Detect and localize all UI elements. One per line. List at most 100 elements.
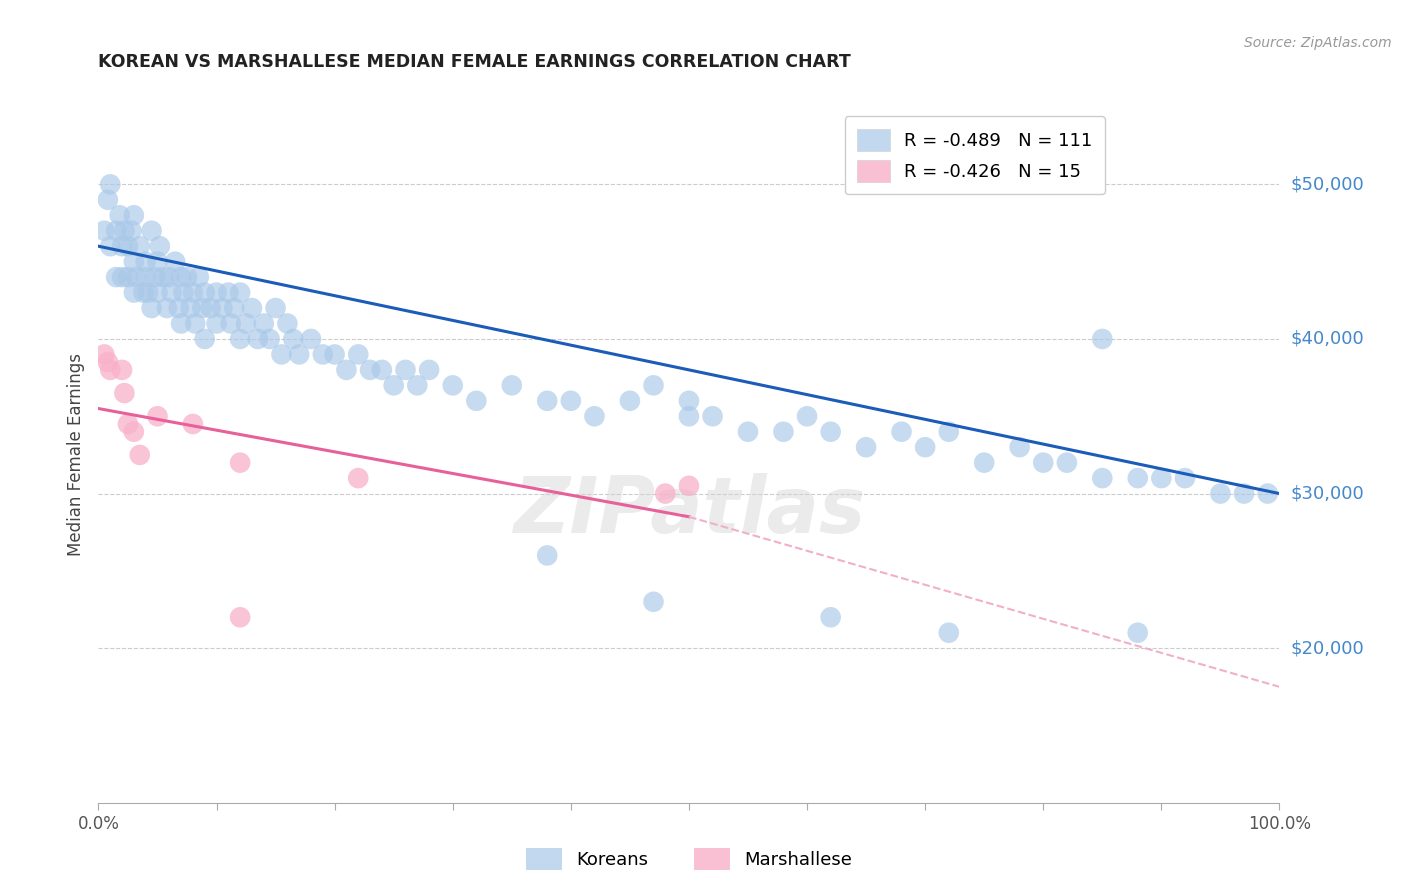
Point	[117, 239, 139, 253]
Point	[180, 301, 202, 315]
Point	[1091, 332, 1114, 346]
Point	[170, 270, 193, 285]
Text: Source: ZipAtlas.com: Source: ZipAtlas.com	[1244, 36, 1392, 50]
Point	[796, 409, 818, 424]
Point	[172, 285, 194, 300]
Point	[128, 239, 150, 253]
Point	[125, 270, 148, 285]
Point	[288, 347, 311, 361]
Point	[112, 224, 135, 238]
Point	[97, 355, 120, 369]
Point	[122, 425, 145, 439]
Point	[1209, 486, 1232, 500]
Point	[146, 285, 169, 300]
Point	[654, 486, 676, 500]
Point	[205, 285, 228, 300]
Point	[122, 254, 145, 268]
Point	[1056, 456, 1078, 470]
Point	[1150, 471, 1173, 485]
Point	[560, 393, 582, 408]
Point	[240, 301, 263, 315]
Point	[93, 224, 115, 238]
Point	[914, 440, 936, 454]
Point	[536, 393, 558, 408]
Point	[170, 317, 193, 331]
Legend: Koreans, Marshallese: Koreans, Marshallese	[519, 841, 859, 877]
Point	[219, 317, 242, 331]
Point	[200, 301, 222, 315]
Point	[98, 363, 121, 377]
Point	[441, 378, 464, 392]
Point	[187, 270, 209, 285]
Point	[229, 332, 252, 346]
Point	[465, 393, 488, 408]
Point	[270, 347, 292, 361]
Point	[117, 417, 139, 431]
Point	[678, 393, 700, 408]
Point	[299, 332, 322, 346]
Point	[335, 363, 357, 377]
Text: KOREAN VS MARSHALLESE MEDIAN FEMALE EARNINGS CORRELATION CHART: KOREAN VS MARSHALLESE MEDIAN FEMALE EARN…	[98, 54, 851, 71]
Point	[143, 270, 166, 285]
Point	[165, 254, 187, 268]
Point	[146, 409, 169, 424]
Point	[108, 208, 131, 222]
Point	[536, 549, 558, 563]
Point	[246, 332, 269, 346]
Point	[156, 301, 179, 315]
Point	[264, 301, 287, 315]
Point	[105, 224, 128, 238]
Point	[121, 224, 143, 238]
Point	[359, 363, 381, 377]
Point	[323, 347, 346, 361]
Point	[1126, 625, 1149, 640]
Point	[229, 610, 252, 624]
Point	[111, 363, 134, 377]
Point	[111, 270, 134, 285]
Point	[229, 456, 252, 470]
Point	[855, 440, 877, 454]
Point	[678, 409, 700, 424]
Point	[276, 317, 298, 331]
Point	[1008, 440, 1031, 454]
Text: $20,000: $20,000	[1291, 640, 1364, 657]
Point	[217, 285, 239, 300]
Point	[128, 448, 150, 462]
Point	[224, 301, 246, 315]
Point	[117, 270, 139, 285]
Point	[191, 301, 214, 315]
Point	[184, 317, 207, 331]
Point	[1233, 486, 1256, 500]
Point	[583, 409, 606, 424]
Point	[394, 363, 416, 377]
Point	[132, 285, 155, 300]
Point	[938, 425, 960, 439]
Point	[820, 610, 842, 624]
Point	[938, 625, 960, 640]
Point	[253, 317, 276, 331]
Point	[176, 270, 198, 285]
Point	[1174, 471, 1197, 485]
Point	[382, 378, 405, 392]
Text: $30,000: $30,000	[1291, 484, 1364, 502]
Point	[141, 224, 163, 238]
Point	[160, 285, 183, 300]
Point	[890, 425, 912, 439]
Point	[111, 239, 134, 253]
Point	[678, 479, 700, 493]
Point	[194, 332, 217, 346]
Text: $50,000: $50,000	[1291, 176, 1364, 194]
Point	[1091, 471, 1114, 485]
Text: $40,000: $40,000	[1291, 330, 1364, 348]
Point	[135, 270, 157, 285]
Point	[181, 417, 204, 431]
Point	[122, 285, 145, 300]
Point	[737, 425, 759, 439]
Point	[235, 317, 257, 331]
Point	[136, 285, 159, 300]
Point	[406, 378, 429, 392]
Point	[97, 193, 120, 207]
Point	[312, 347, 335, 361]
Point	[1032, 456, 1054, 470]
Point	[229, 285, 252, 300]
